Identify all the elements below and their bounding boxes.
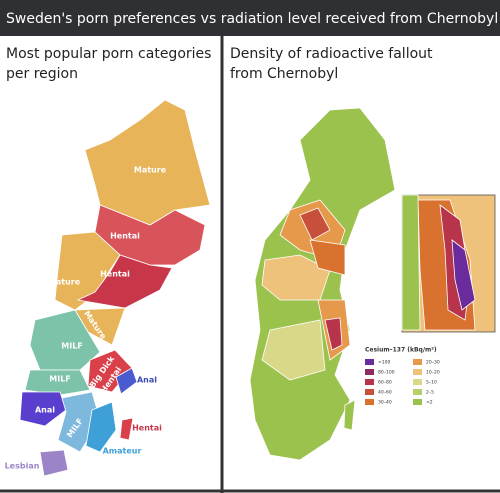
- legend-label: 30–40: [378, 400, 392, 406]
- legend-title: Cesium–137 (kBq/m²): [365, 347, 437, 354]
- region: [19, 391, 67, 427]
- header-title: Sweden's porn preferences vs radiation l…: [6, 11, 498, 27]
- left-title: Most popular porn categories per region: [6, 46, 211, 82]
- fallout-patch: [309, 239, 346, 276]
- region-label: MILF: [61, 342, 83, 351]
- region-label: Anal: [35, 406, 55, 415]
- fallout-patch: [261, 319, 326, 381]
- porn-map: [19, 99, 211, 477]
- legend-swatch: [413, 369, 422, 375]
- region: [85, 401, 117, 453]
- legend-label: 10–20: [426, 370, 440, 376]
- region-label: Hentai: [110, 232, 140, 241]
- legend-swatch: [365, 399, 374, 405]
- legend-label: 2–5: [426, 390, 434, 396]
- legend-label: 5–10: [426, 380, 437, 386]
- region-label: Hentai: [132, 424, 162, 433]
- region-label: Mature: [134, 166, 167, 175]
- region-label: Hentai: [100, 270, 130, 279]
- legend-swatch: [365, 389, 374, 395]
- legend-label: 60–80: [378, 380, 392, 386]
- inset-patch: [401, 194, 421, 331]
- right-title: Density of radioactive fallout from Chern…: [230, 46, 433, 82]
- inset-patch: [451, 239, 476, 311]
- legend-swatch: [365, 379, 374, 385]
- region: [39, 449, 69, 477]
- legend-swatch: [413, 359, 422, 365]
- legend-label: 20–30: [426, 360, 440, 366]
- island: [343, 399, 356, 431]
- legend: Cesium–137 (kBq/m²) >100 80–100 60–80 40–60 3…: [365, 347, 440, 406]
- region-label: MILF: [49, 375, 71, 384]
- region: [57, 391, 101, 453]
- fallout-map: [249, 107, 496, 461]
- region-label: Mature: [48, 278, 81, 287]
- region-label: Lesbian: [5, 462, 40, 471]
- region: [119, 417, 134, 441]
- fallout-patch: [299, 207, 331, 241]
- region-label: Anal: [137, 376, 157, 385]
- legend-swatch: [413, 399, 422, 405]
- region: [115, 367, 138, 395]
- region: [24, 369, 91, 396]
- legend-swatch: [413, 379, 422, 385]
- legend-swatch: [365, 369, 374, 375]
- legend-label: >100: [378, 360, 390, 366]
- fallout-patch: [324, 317, 343, 351]
- legend-label: <2: [426, 400, 433, 406]
- legend-swatch: [365, 359, 374, 365]
- legend-label: 80–100: [378, 370, 395, 376]
- legend-swatch: [413, 389, 422, 395]
- legend-label: 40–60: [378, 390, 392, 396]
- region-label: Amateur: [103, 447, 142, 456]
- header-bar: [0, 0, 500, 36]
